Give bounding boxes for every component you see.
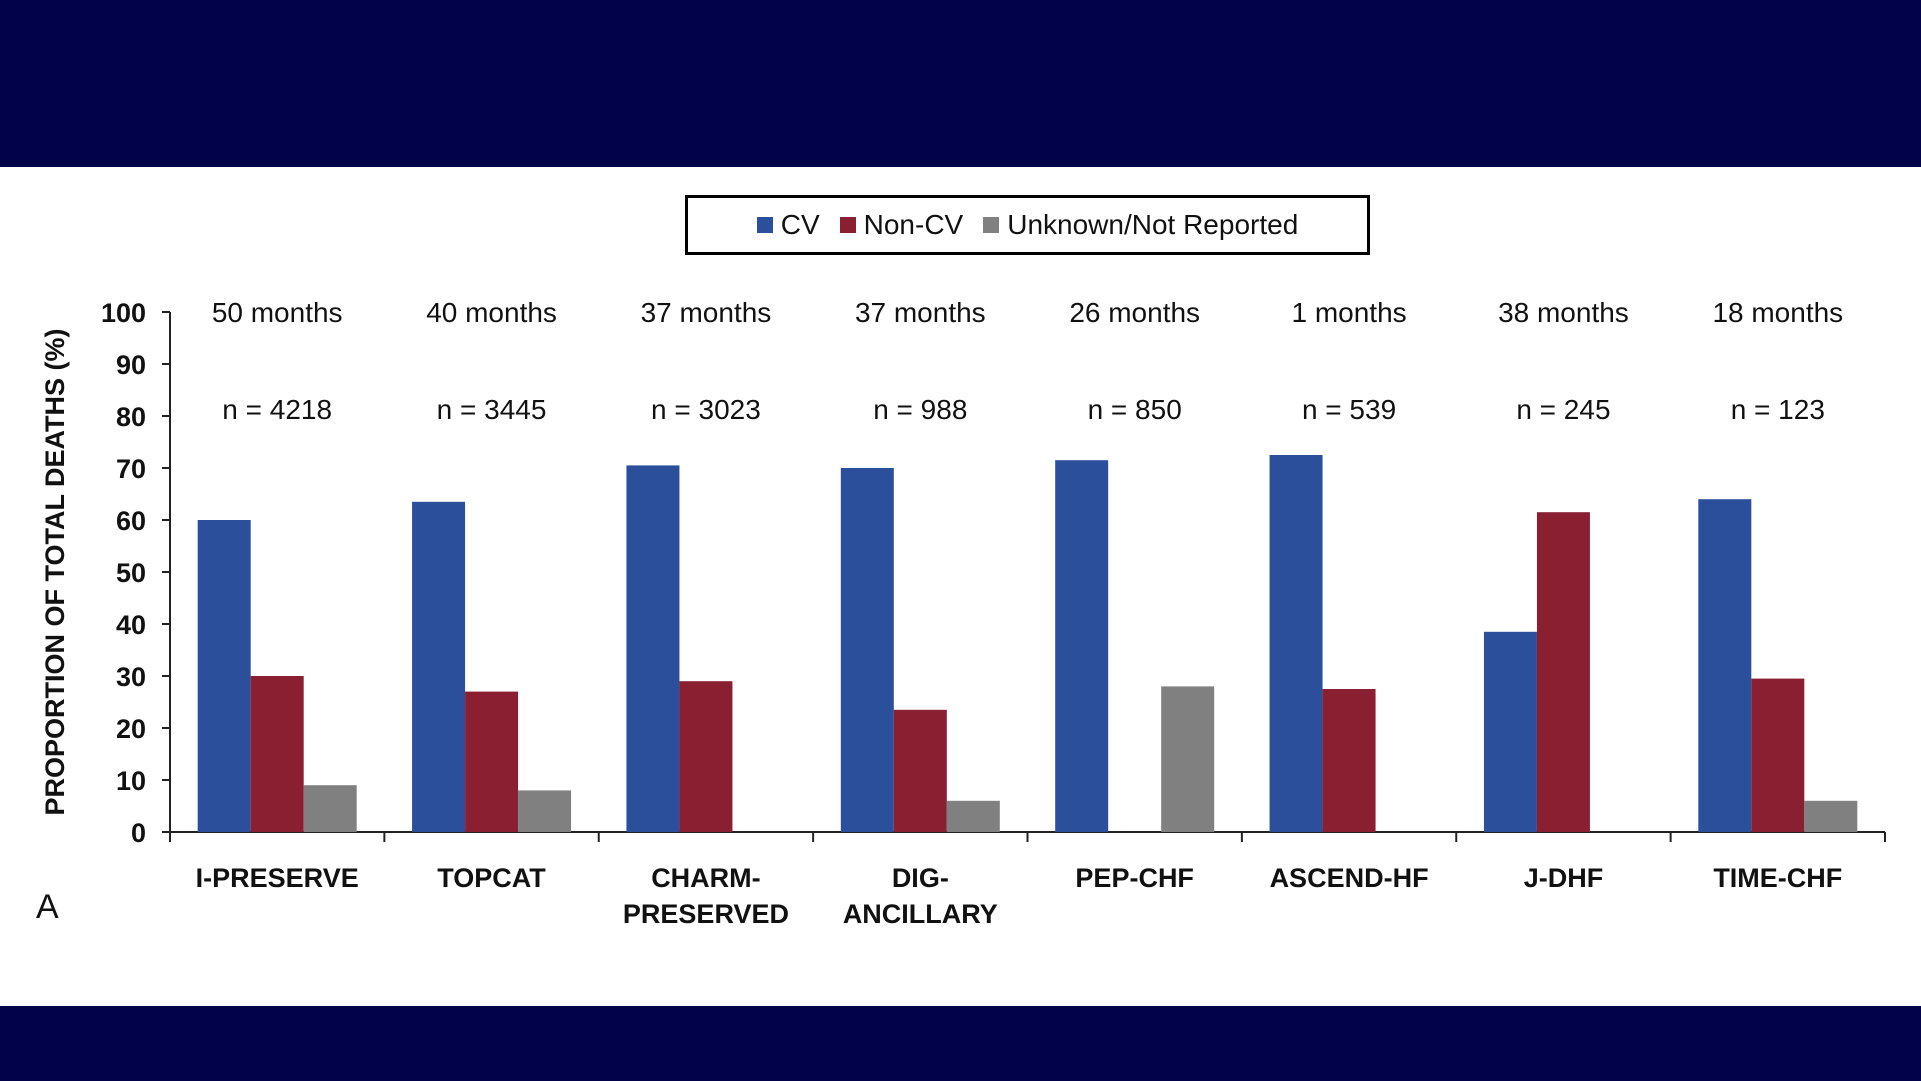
sample-size-label: n = 4218 <box>222 394 332 425</box>
sample-size-label: n = 3023 <box>651 394 761 425</box>
bottom-band <box>0 1006 1921 1081</box>
sample-size-label: n = 850 <box>1088 394 1182 425</box>
bar-unknown <box>303 785 357 832</box>
duration-label: 37 months <box>855 297 986 328</box>
duration-label: 26 months <box>1069 297 1200 328</box>
y-tick-label: 80 <box>116 402 146 432</box>
y-tick-label: 50 <box>116 558 146 588</box>
slide-area <box>0 167 1921 1006</box>
y-tick-label: 40 <box>116 610 146 640</box>
bar-unknown <box>1161 686 1215 832</box>
x-category-label: I-PRESERVE <box>196 863 359 893</box>
bar-cv <box>197 520 251 832</box>
legend-label-noncv: Non-CV <box>863 209 964 240</box>
duration-label: 38 months <box>1498 297 1629 328</box>
x-category-label: ANCILLARY <box>843 899 998 929</box>
duration-label: 37 months <box>641 297 772 328</box>
y-tick-label: 100 <box>101 298 146 328</box>
bar-noncv <box>1536 512 1590 832</box>
x-category-label: CHARM- <box>651 863 760 893</box>
duration-label: 50 months <box>212 297 343 328</box>
legend-swatch-cv <box>756 217 773 233</box>
y-tick-label: 30 <box>116 662 146 692</box>
bar-noncv <box>1322 689 1376 832</box>
legend-label-cv: CV <box>780 209 820 240</box>
duration-label: 18 months <box>1712 297 1843 328</box>
sample-size-label: n = 988 <box>873 394 967 425</box>
duration-label: 1 months <box>1291 297 1406 328</box>
x-category-label: DIG- <box>892 863 949 893</box>
bar-cv <box>1055 460 1109 832</box>
legend-item-cv: CV <box>756 209 820 241</box>
bar-noncv <box>1751 678 1805 832</box>
y-tick-label: 70 <box>116 454 146 484</box>
bar-unknown <box>518 790 572 832</box>
sample-size-label: n = 539 <box>1302 394 1396 425</box>
sample-size-label: n = 123 <box>1731 394 1825 425</box>
duration-label: 40 months <box>426 297 557 328</box>
bar-cv <box>840 468 894 832</box>
x-category-label: J-DHF <box>1524 863 1604 893</box>
panel-label: A <box>36 888 59 926</box>
y-tick-label: 10 <box>116 766 146 796</box>
bar-cv <box>1269 455 1323 832</box>
legend-swatch-noncv <box>839 217 856 233</box>
legend-item-noncv: Non-CV <box>839 209 964 241</box>
bar-cv <box>1483 631 1537 832</box>
y-tick-label: 60 <box>116 506 146 536</box>
sample-size-label: n = 3445 <box>437 394 547 425</box>
y-tick-label: 20 <box>116 714 146 744</box>
y-tick-label: 90 <box>116 350 146 380</box>
bar-noncv <box>893 709 947 832</box>
bar-cv <box>1698 499 1752 832</box>
x-category-label: TIME-CHF <box>1713 863 1842 893</box>
x-category-label: PRESERVED <box>623 899 789 929</box>
bar-unknown <box>946 800 1000 832</box>
bar-unknown <box>1804 800 1858 832</box>
x-category-label: ASCEND-HF <box>1270 863 1429 893</box>
sample-size-label: n = 245 <box>1516 394 1610 425</box>
bar-cv <box>626 465 680 832</box>
bar-noncv <box>679 681 733 832</box>
x-category-label: PEP-CHF <box>1075 863 1194 893</box>
legend-item-unknown: Unknown/Not Reported <box>983 209 1298 241</box>
legend-swatch-unknown <box>983 217 1000 233</box>
chart-legend: CV Non-CV Unknown/Not Reported <box>685 195 1370 255</box>
y-tick-label: 0 <box>131 818 146 848</box>
x-category-label: TOPCAT <box>437 863 546 893</box>
bar-cv <box>412 501 466 832</box>
legend-label-unknown: Unknown/Not Reported <box>1007 209 1299 240</box>
y-axis-title: PROPORTION OF TOTAL DEATHS (%) <box>40 328 70 815</box>
bar-noncv <box>465 691 519 832</box>
bar-noncv <box>250 676 304 832</box>
top-band <box>0 0 1921 167</box>
